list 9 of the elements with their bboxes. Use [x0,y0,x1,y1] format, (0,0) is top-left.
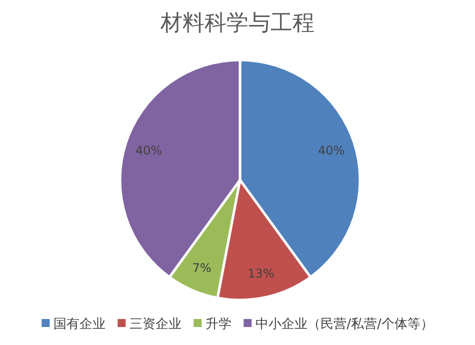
legend-label: 三资企业 [130,317,182,332]
legend-label: 中小企业（民营/私营/个体等） [256,317,434,332]
data-label: 40% [135,143,162,158]
legend-label: 升学 [206,317,232,332]
legend-label: 国有企业 [54,317,106,332]
data-label: 7% [192,261,212,276]
data-label: 40% [318,143,345,158]
data-label: 13% [248,266,274,281]
chart-title: 材料科学与工程 [160,11,314,36]
